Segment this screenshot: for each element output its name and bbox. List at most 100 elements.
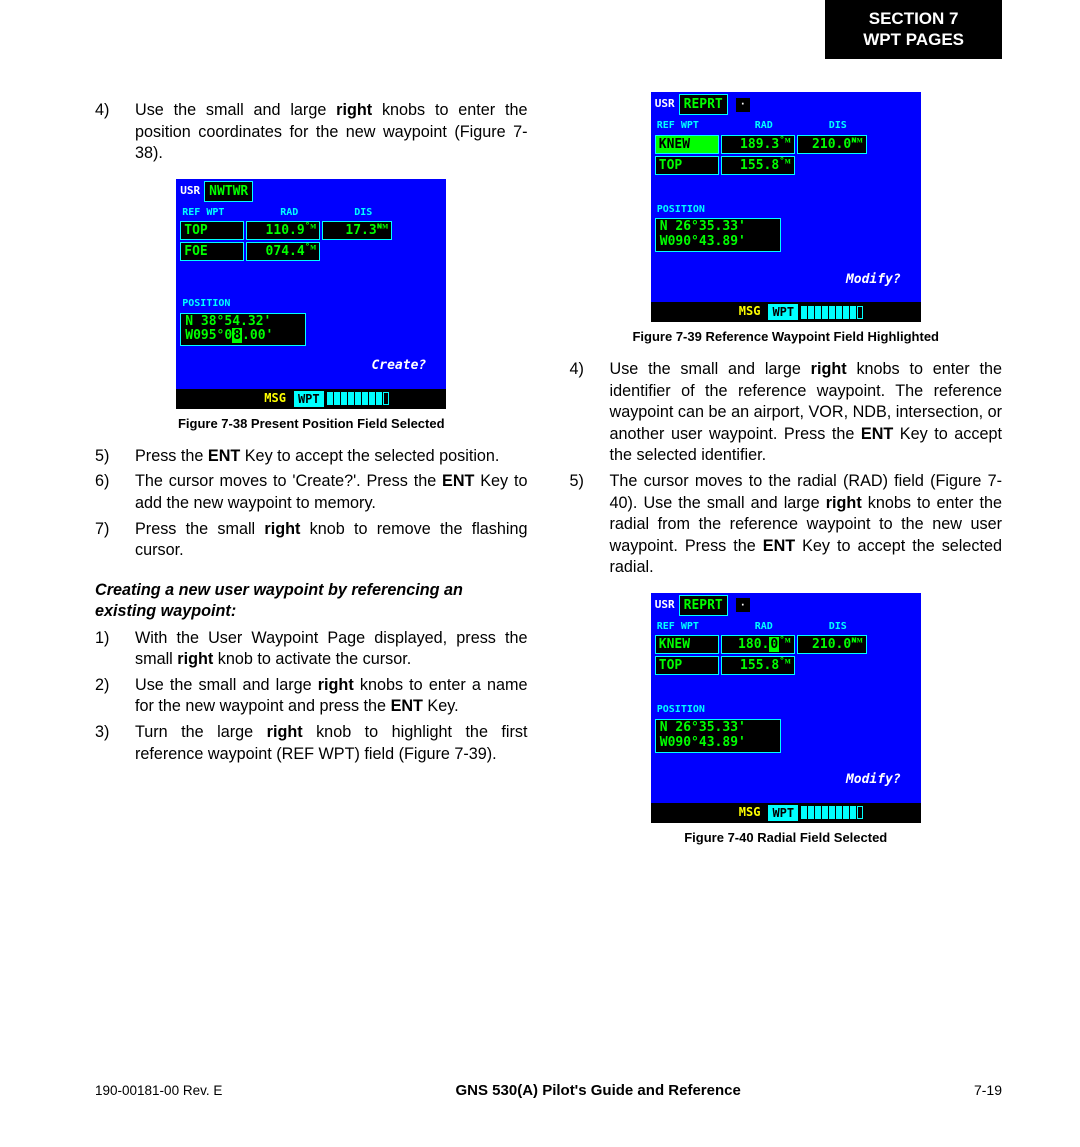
page-bar xyxy=(843,806,849,819)
list-item: 5)The cursor moves to the radial (RAD) f… xyxy=(570,471,1003,579)
list-text: Turn the large right knob to highlight t… xyxy=(135,722,528,765)
list-item: 6)The cursor moves to 'Create?'. Press t… xyxy=(95,471,528,514)
usr-value: REPRT xyxy=(679,94,728,115)
list-number: 5) xyxy=(570,471,610,579)
list-item: 2)Use the small and large right knobs to… xyxy=(95,675,528,718)
page-bar xyxy=(843,306,849,319)
pos-lon: W095°08.00' xyxy=(185,329,301,344)
rad-cell: 074.4°ᴍ xyxy=(246,242,320,261)
table-row: FOE074.4°ᴍ xyxy=(176,242,446,261)
page-bars xyxy=(801,304,863,320)
page-bar xyxy=(857,806,863,819)
page-bar xyxy=(376,392,382,405)
list-item: 3)Turn the large right knob to highlight… xyxy=(95,722,528,765)
msg-label: MSG xyxy=(735,304,765,320)
usr-label: USR xyxy=(655,598,675,613)
list-c: 1)With the User Waypoint Page displayed,… xyxy=(95,628,528,765)
list-number: 2) xyxy=(95,675,135,718)
page-bar xyxy=(815,806,821,819)
table-header: REF WPT RAD DIS xyxy=(651,119,921,132)
rad-cell: 180.0°ᴍ xyxy=(721,635,795,654)
footer-revision: 190-00181-00 Rev. E xyxy=(95,1083,222,1098)
usr-label: USR xyxy=(655,97,675,112)
dot-icon: · xyxy=(736,98,750,112)
list-text: Use the small and large right knobs to e… xyxy=(135,675,528,718)
table-row: KNEW180.0°ᴍ210.0ɴᴍ xyxy=(651,635,921,654)
ref-wpt-cell: TOP xyxy=(655,656,719,675)
rad-cell: 189.3°ᴍ xyxy=(721,135,795,154)
gns-screen-39: USR REPRT · REF WPT RAD DIS KNEW189.3°ᴍ2… xyxy=(651,92,921,322)
subheading: Creating a new user waypoint by referenc… xyxy=(95,580,528,622)
list-number: 4) xyxy=(95,100,135,165)
footer-title: GNS 530(A) Pilot's Guide and Reference xyxy=(456,1082,741,1099)
page-bar xyxy=(362,392,368,405)
position-box: N 26°35.33' W090°43.89' xyxy=(655,719,781,753)
wpt-tab: WPT xyxy=(768,304,798,320)
pos-lon: W090°43.89' xyxy=(660,736,776,751)
column-right: USR REPRT · REF WPT RAD DIS KNEW189.3°ᴍ2… xyxy=(570,100,1003,1067)
page-bar xyxy=(327,392,333,405)
list-b: 5)Press the ENT Key to accept the select… xyxy=(95,446,528,562)
list-text: Press the small right knob to remove the… xyxy=(135,519,528,562)
table-row: TOP110.9°ᴍ17.3ɴᴍ xyxy=(176,221,446,240)
page-bar xyxy=(822,806,828,819)
list-number: 7) xyxy=(95,519,135,562)
list-item: 5)Press the ENT Key to accept the select… xyxy=(95,446,528,468)
list-number: 3) xyxy=(95,722,135,765)
list-text: The cursor moves to 'Create?'. Press the… xyxy=(135,471,528,514)
rad-cell: 155.8°ᴍ xyxy=(721,156,795,175)
dis-cell: 210.0ɴᴍ xyxy=(797,135,867,154)
pos-lon: W090°43.89' xyxy=(660,235,776,250)
rad-cell: 155.8°ᴍ xyxy=(721,656,795,675)
page-bar xyxy=(341,392,347,405)
list-a: 4)Use the small and large right knobs to… xyxy=(95,100,528,165)
section-line2: WPT PAGES xyxy=(863,29,964,50)
page-bar xyxy=(836,306,842,319)
figure-caption-40: Figure 7-40 Radial Field Selected xyxy=(570,829,1003,846)
dis-cell: 210.0ɴᴍ xyxy=(797,635,867,654)
section-line1: SECTION 7 xyxy=(863,8,964,29)
table-row: TOP155.8°ᴍ xyxy=(651,656,921,675)
list-item: 4)Use the small and large right knobs to… xyxy=(570,359,1003,467)
ref-wpt-cell: TOP xyxy=(655,156,719,175)
action-prompt: Modify? xyxy=(846,771,901,788)
page-bar xyxy=(355,392,361,405)
page-bar xyxy=(801,306,807,319)
table-row: TOP155.8°ᴍ xyxy=(651,156,921,175)
list-item: 1)With the User Waypoint Page displayed,… xyxy=(95,628,528,671)
list-a2: 4)Use the small and large right knobs to… xyxy=(570,359,1003,578)
page-bar xyxy=(850,806,856,819)
action-prompt: Create? xyxy=(371,357,426,374)
page-bar xyxy=(348,392,354,405)
figure-caption-39: Figure 7-39 Reference Waypoint Field Hig… xyxy=(570,328,1003,345)
table-row: KNEW189.3°ᴍ210.0ɴᴍ xyxy=(651,135,921,154)
page-bar xyxy=(829,806,835,819)
status-bar: MSG WPT xyxy=(176,389,446,409)
list-text: Use the small and large right knobs to e… xyxy=(135,100,528,165)
list-item: 4)Use the small and large right knobs to… xyxy=(95,100,528,165)
pos-lat: N 38°54.32' xyxy=(185,315,301,330)
page-bar xyxy=(857,306,863,319)
figure-caption-38: Figure 7-38 Present Position Field Selec… xyxy=(95,415,528,432)
page-bar xyxy=(822,306,828,319)
usr-value: NWTWR xyxy=(204,181,253,202)
table-header: REF WPT RAD DIS xyxy=(176,206,446,219)
page-bar xyxy=(808,306,814,319)
figure-7-38: USR NWTWR REF WPT RAD DIS TOP110.9°ᴍ17.3… xyxy=(95,179,528,409)
page-bar xyxy=(836,806,842,819)
pos-lat: N 26°35.33' xyxy=(660,220,776,235)
ref-wpt-cell: KNEW xyxy=(655,135,719,154)
list-text: With the User Waypoint Page displayed, p… xyxy=(135,628,528,671)
msg-label: MSG xyxy=(735,805,765,821)
page-bars xyxy=(327,391,389,407)
position-label: POSITION xyxy=(651,203,921,216)
dot-icon: · xyxy=(736,598,750,612)
dis-cell: 17.3ɴᴍ xyxy=(322,221,392,240)
figure-7-40: USR REPRT · REF WPT RAD DIS KNEW180.0°ᴍ2… xyxy=(570,593,1003,823)
ref-wpt-cell: TOP xyxy=(180,221,244,240)
gns-screen-40: USR REPRT · REF WPT RAD DIS KNEW180.0°ᴍ2… xyxy=(651,593,921,823)
page-bar xyxy=(334,392,340,405)
section-header: SECTION 7 WPT PAGES xyxy=(825,0,1002,59)
wpt-tab: WPT xyxy=(768,805,798,821)
gns-screen-38: USR NWTWR REF WPT RAD DIS TOP110.9°ᴍ17.3… xyxy=(176,179,446,409)
